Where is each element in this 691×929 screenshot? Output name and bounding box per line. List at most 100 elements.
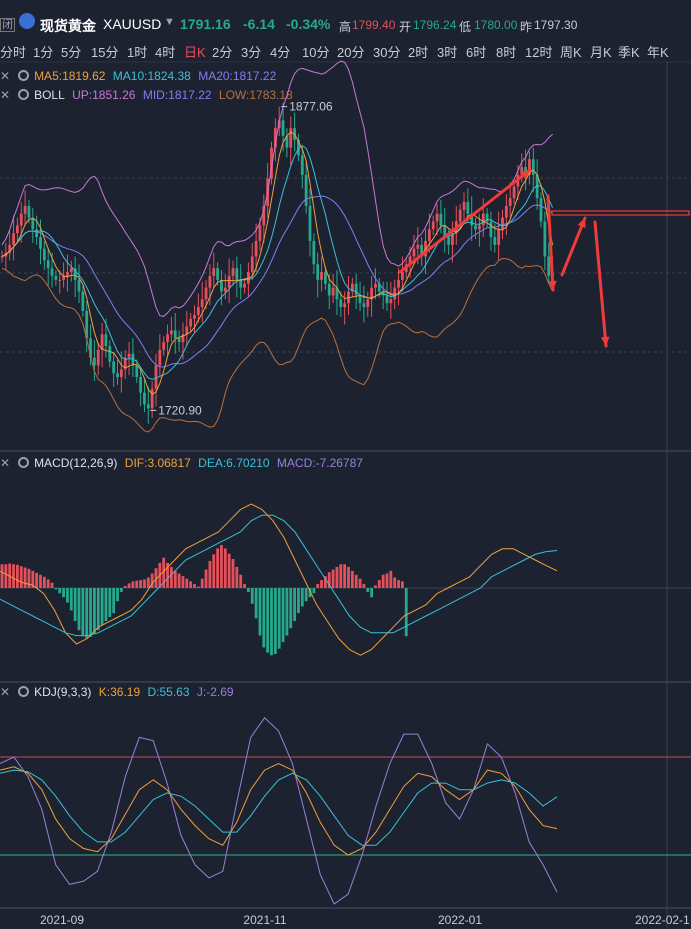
ma-legend: ✕ MA5:1819.62 MA10:1824.38 MA20:1817.22 — [0, 69, 280, 83]
macd-bar — [289, 588, 293, 629]
gear-icon[interactable] — [18, 70, 30, 81]
macd-bar — [231, 558, 235, 588]
gear-icon[interactable] — [18, 457, 30, 468]
period-tab[interactable]: 8时 — [496, 45, 517, 60]
macd-bar — [335, 566, 339, 588]
candle — [58, 279, 62, 281]
resistance-box — [551, 210, 690, 216]
candle — [320, 272, 323, 280]
macd-bar — [173, 570, 177, 588]
candle — [324, 272, 327, 284]
macd-bar — [154, 568, 158, 588]
period-tab[interactable]: 2时 — [408, 45, 429, 60]
candle — [23, 205, 27, 214]
macd-bar — [31, 570, 35, 588]
macd-bar — [331, 569, 335, 588]
dea-value: DEA:6.70210 — [198, 456, 270, 470]
macd-bar — [89, 588, 92, 637]
candle — [46, 260, 50, 269]
symbol-logo-icon — [19, 13, 35, 29]
macd-bar — [85, 588, 89, 639]
high-label: 高 — [339, 20, 352, 34]
open-value: 1796.24 — [413, 18, 457, 32]
macd-bar — [81, 588, 85, 637]
period-tab[interactable]: 12时 — [525, 45, 553, 60]
period-tab[interactable]: 年K — [647, 45, 669, 60]
candle — [312, 240, 316, 265]
macd-bar — [343, 564, 347, 588]
macd-bar — [312, 588, 316, 594]
candle — [504, 205, 508, 218]
macd-bar — [358, 578, 362, 588]
gear-icon[interactable] — [18, 89, 30, 100]
boll-mid-value: MID:1817.22 — [142, 88, 212, 102]
macd-bar — [258, 588, 262, 636]
period-tab[interactable]: 3时 — [437, 45, 458, 60]
candle — [431, 221, 435, 230]
candle — [478, 225, 481, 230]
symbol-code[interactable]: XAUUSD — [103, 16, 162, 32]
period-tab[interactable]: 1时 — [127, 45, 148, 60]
macd-bar — [108, 588, 112, 618]
ma5-line — [1, 131, 554, 395]
symbol-dropdown-icon[interactable]: ▼ — [164, 16, 175, 28]
close-icon[interactable]: ✕ — [0, 456, 11, 470]
period-tab[interactable]: 3分 — [241, 45, 262, 60]
candle — [462, 202, 466, 210]
candle — [131, 353, 135, 366]
period-tab[interactable]: 5分 — [61, 45, 82, 60]
period-tab[interactable]: 日K — [184, 45, 206, 60]
period-tab[interactable]: 4分 — [270, 45, 291, 60]
macd-bar — [93, 588, 96, 635]
period-tab[interactable]: 6时 — [466, 45, 487, 60]
macd-bar — [39, 574, 42, 588]
macd-bar — [162, 557, 166, 588]
candle — [173, 330, 177, 339]
macd-bar — [189, 581, 193, 588]
candle — [354, 283, 358, 296]
candle — [427, 229, 431, 241]
macd-bar — [212, 554, 216, 588]
period-tab[interactable]: 10分 — [302, 45, 330, 60]
macd-bar — [27, 568, 31, 588]
period-tab[interactable]: 季K — [618, 45, 640, 60]
candle — [481, 213, 485, 226]
candle — [343, 303, 347, 308]
period-tab[interactable]: 4时 — [155, 45, 176, 60]
gear-icon[interactable] — [18, 686, 30, 697]
market-closed-badge: 闭 — [0, 18, 15, 32]
period-tab[interactable]: 2分 — [212, 45, 233, 60]
close-icon[interactable]: ✕ — [0, 88, 11, 102]
macd-bar — [50, 582, 54, 588]
drawn-arrow — [593, 220, 608, 348]
candle — [501, 217, 504, 230]
candle — [231, 268, 235, 276]
candle — [27, 205, 31, 218]
candle — [189, 318, 193, 327]
period-tab[interactable]: 15分 — [91, 45, 119, 60]
candle — [539, 198, 543, 222]
candle — [339, 299, 343, 308]
macd-bar — [4, 564, 8, 588]
candle — [116, 373, 119, 378]
candle — [35, 229, 39, 238]
period-tab[interactable]: 月K — [590, 45, 612, 60]
period-tab[interactable]: 分时 — [0, 45, 27, 60]
period-tab[interactable]: 1分 — [33, 45, 54, 60]
macd-bar — [235, 566, 239, 588]
period-tab[interactable]: 20分 — [337, 45, 365, 60]
instrument-name[interactable]: 现货黄金 — [40, 18, 96, 34]
close-icon[interactable]: ✕ — [0, 685, 11, 699]
candle — [270, 147, 273, 179]
ma20-value: MA20:1817.22 — [198, 69, 277, 83]
candle — [524, 167, 527, 175]
period-tab[interactable]: 周K — [560, 45, 582, 60]
macd-bar — [127, 583, 131, 588]
candle — [447, 237, 450, 245]
candle — [208, 275, 212, 288]
close-icon[interactable]: ✕ — [0, 69, 11, 83]
candle — [412, 248, 416, 257]
period-tab[interactable]: 30分 — [373, 45, 401, 60]
macd-bar — [308, 588, 312, 598]
